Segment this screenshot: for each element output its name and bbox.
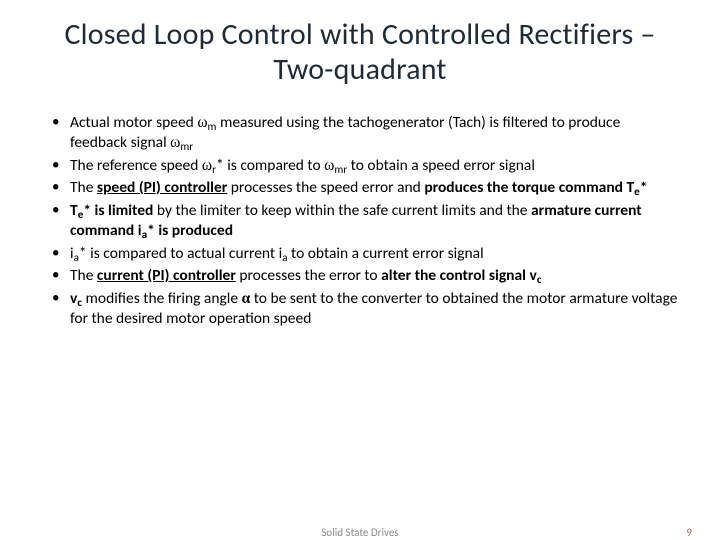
text: is compared to xyxy=(224,156,324,175)
text: * xyxy=(640,178,648,197)
footer-title: Solid State Drives xyxy=(0,526,720,539)
slide-title: Closed Loop Control with Controlled Rect… xyxy=(40,18,680,87)
text: * is produced xyxy=(147,221,233,240)
text: by the limiter to keep within the safe c… xyxy=(153,201,531,220)
text: The xyxy=(70,266,97,285)
var: T xyxy=(70,201,78,220)
text: * is limited xyxy=(83,201,153,220)
bullet-6: The current (PI) controller processes th… xyxy=(58,266,680,286)
bold-underline: current (PI) controller xyxy=(97,266,236,285)
bold-text: alter the control signal xyxy=(381,266,529,285)
bullet-3: The speed (PI) controller processes the … xyxy=(58,178,680,198)
text: Actual motor speed xyxy=(70,113,197,132)
subscript: mr xyxy=(180,139,193,153)
slide: Closed Loop Control with Controlled Rect… xyxy=(0,0,720,540)
bullet-list: Actual motor speed ωm measured using the… xyxy=(40,113,680,330)
text: to obtain a current error signal xyxy=(288,244,484,263)
bullet-5: ia* is compared to actual current ia to … xyxy=(58,244,680,264)
var: T xyxy=(626,178,634,197)
bullet-4: Te* is limited by the limiter to keep wi… xyxy=(58,201,680,242)
alpha-symbol: α xyxy=(242,290,251,307)
text: processes the speed error and xyxy=(227,178,424,197)
omega-symbol: ω xyxy=(170,134,180,151)
text: The xyxy=(70,178,97,197)
text: to obtain a speed error signal xyxy=(347,156,535,175)
bold-text: Te* is limited xyxy=(70,201,153,220)
bold-text: ia* is produced xyxy=(138,221,233,240)
omega-symbol: ω xyxy=(202,157,212,174)
var: v xyxy=(529,266,536,285)
bold-text: vc xyxy=(529,266,541,285)
text: processes the error to xyxy=(236,266,381,285)
text: * xyxy=(216,156,224,175)
bold-text: produces the torque command xyxy=(424,178,626,197)
bold-text: vc xyxy=(70,289,82,308)
subscript: c xyxy=(537,272,542,286)
text: * is compared to actual current xyxy=(79,244,279,263)
omega-symbol: ω xyxy=(197,114,207,131)
bullet-2: The reference speed ωr* is compared to ω… xyxy=(58,156,680,176)
bold-text: Te* xyxy=(626,178,647,197)
subscript: mr xyxy=(334,162,347,176)
bullet-1: Actual motor speed ωm measured using the… xyxy=(58,113,680,154)
text: The reference speed xyxy=(70,156,202,175)
bullet-7: vc modifies the firing angle α to be sen… xyxy=(58,289,680,330)
bold-underline: speed (PI) controller xyxy=(97,178,227,197)
page-number: 9 xyxy=(686,526,692,539)
omega-symbol: ω xyxy=(324,157,334,174)
text: modifies the firing angle xyxy=(82,289,242,308)
